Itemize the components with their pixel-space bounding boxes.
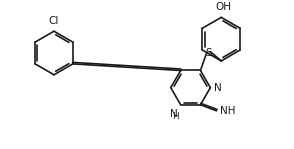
Text: N: N xyxy=(214,83,222,93)
Text: S: S xyxy=(205,48,212,58)
Text: H: H xyxy=(172,112,179,121)
Text: OH: OH xyxy=(215,2,231,12)
Text: N: N xyxy=(170,109,178,119)
Text: Cl: Cl xyxy=(49,16,59,26)
Text: NH: NH xyxy=(220,106,236,116)
